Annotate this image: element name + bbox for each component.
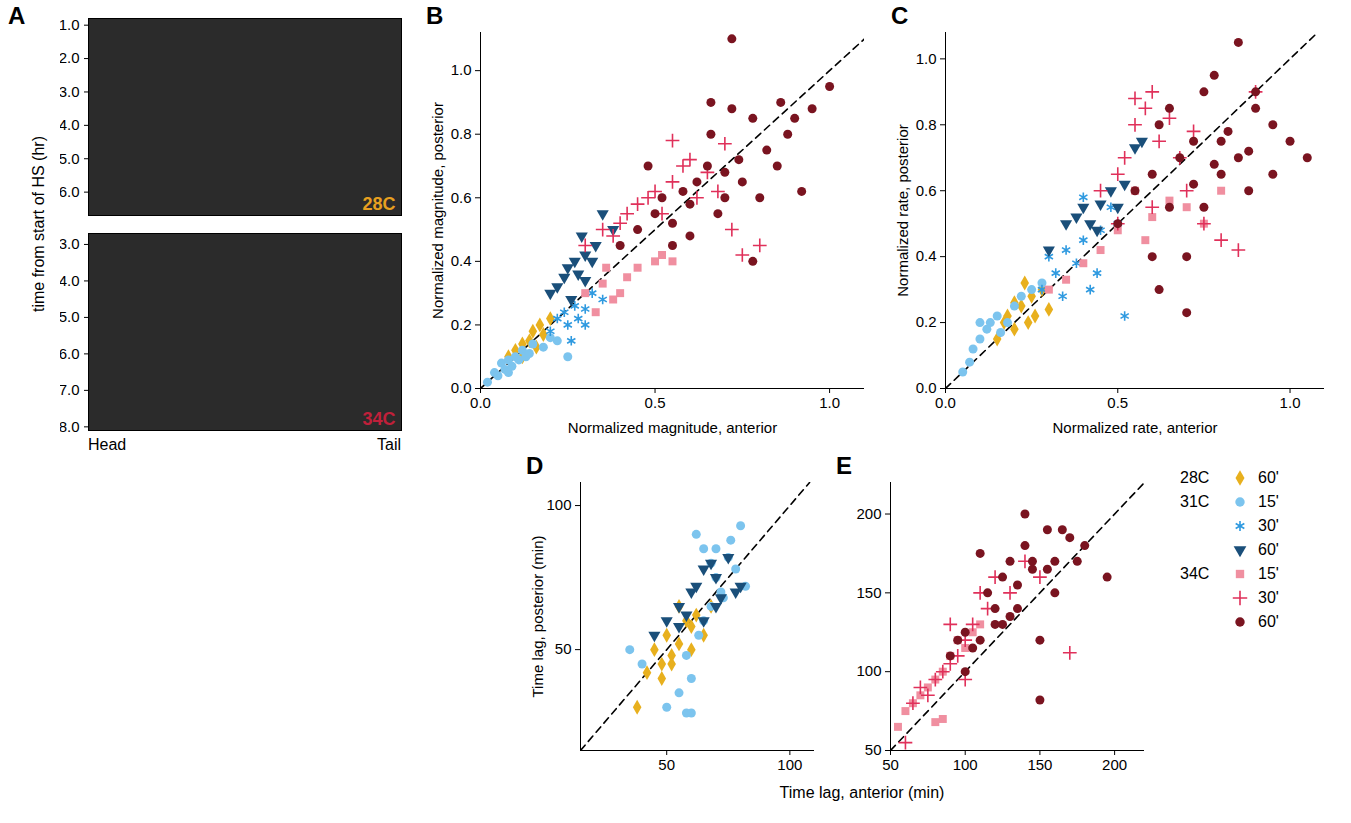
svg-text:50: 50 — [865, 741, 882, 758]
svg-text:3.0: 3.0 — [60, 83, 80, 100]
html-text:C: C — [891, 2, 909, 29]
svg-text:100: 100 — [777, 756, 802, 773]
svg-text:0.5: 0.5 — [645, 394, 666, 411]
svg-text:100: 100 — [546, 496, 571, 513]
svg-text:4.0: 4.0 — [60, 272, 80, 289]
svg-text:3.0: 3.0 — [60, 235, 80, 252]
svg-text:31C: 31C — [1180, 493, 1209, 510]
svg-text:0.5: 0.5 — [1107, 394, 1128, 411]
svg-text:1.0: 1.0 — [60, 16, 80, 33]
svg-text:Normalized rate, anterior: Normalized rate, anterior — [1052, 419, 1217, 436]
svg-text:Time lag, posterior (min): Time lag, posterior (min) — [529, 536, 546, 698]
svg-text:200: 200 — [1102, 756, 1127, 773]
svg-text:50: 50 — [555, 640, 572, 657]
svg-text:150: 150 — [856, 584, 881, 601]
html-text:Time lag, anterior (min): Time lag, anterior (min) — [779, 784, 945, 801]
svg-text:5.0: 5.0 — [60, 150, 80, 167]
svg-text:50: 50 — [658, 756, 675, 773]
svg-text:60': 60' — [1258, 613, 1279, 630]
svg-text:60': 60' — [1258, 541, 1279, 558]
svg-text:15': 15' — [1258, 493, 1279, 510]
svg-text:0.0: 0.0 — [451, 379, 472, 396]
svg-text:0.0: 0.0 — [935, 394, 956, 411]
html-text:A: A — [8, 2, 26, 29]
html-text:Tail: Tail — [377, 436, 401, 453]
svg-text:0.6: 0.6 — [451, 189, 472, 206]
svg-text:0.2: 0.2 — [451, 316, 472, 333]
svg-text:0.4: 0.4 — [916, 247, 937, 264]
svg-text:6.0: 6.0 — [60, 183, 80, 200]
svg-text:1.0: 1.0 — [916, 50, 937, 67]
svg-text:Normalized magnitude, posterio: Normalized magnitude, posterior — [429, 102, 446, 319]
svg-text:2.0: 2.0 — [60, 49, 80, 66]
html-text:Head: Head — [88, 436, 127, 453]
svg-text:50: 50 — [882, 756, 899, 773]
html-text:time from start of HS (hr): time from start of HS (hr) — [30, 136, 47, 312]
svg-text:6.0: 6.0 — [60, 345, 80, 362]
svg-text:0.0: 0.0 — [916, 379, 937, 396]
svg-text:100: 100 — [953, 756, 978, 773]
html-text:D: D — [526, 452, 544, 479]
svg-text:0.0: 0.0 — [470, 394, 491, 411]
svg-text:0.4: 0.4 — [451, 252, 472, 269]
svg-text:200: 200 — [856, 505, 881, 522]
svg-text:7.0: 7.0 — [60, 381, 80, 398]
html-text:B: B — [426, 2, 444, 29]
svg-text:150: 150 — [1027, 756, 1052, 773]
svg-text:0.6: 0.6 — [916, 182, 937, 199]
svg-text:1.0: 1.0 — [1280, 394, 1301, 411]
svg-text:4.0: 4.0 — [60, 116, 80, 133]
svg-text:0.2: 0.2 — [916, 313, 937, 330]
svg-text:100: 100 — [856, 662, 881, 679]
svg-text:15': 15' — [1258, 565, 1279, 582]
svg-text:34C: 34C — [1180, 565, 1209, 582]
svg-text:30': 30' — [1258, 517, 1279, 534]
svg-text:5.0: 5.0 — [60, 308, 80, 325]
svg-text:28C: 28C — [362, 194, 395, 214]
svg-text:30': 30' — [1258, 589, 1279, 606]
svg-text:0.8: 0.8 — [451, 125, 472, 142]
svg-text:Normalized magnitude, anterior: Normalized magnitude, anterior — [568, 419, 777, 436]
svg-text:8.0: 8.0 — [60, 418, 80, 434]
html-text:E: E — [836, 452, 852, 479]
svg-text:Normalized rate, posterior: Normalized rate, posterior — [894, 124, 911, 297]
svg-text:0.8: 0.8 — [916, 116, 937, 133]
svg-text:1.0: 1.0 — [819, 394, 840, 411]
svg-text:60': 60' — [1258, 469, 1279, 486]
svg-text:28C: 28C — [1180, 469, 1209, 486]
svg-text:34C: 34C — [362, 409, 395, 429]
svg-text:1.0: 1.0 — [451, 61, 472, 78]
